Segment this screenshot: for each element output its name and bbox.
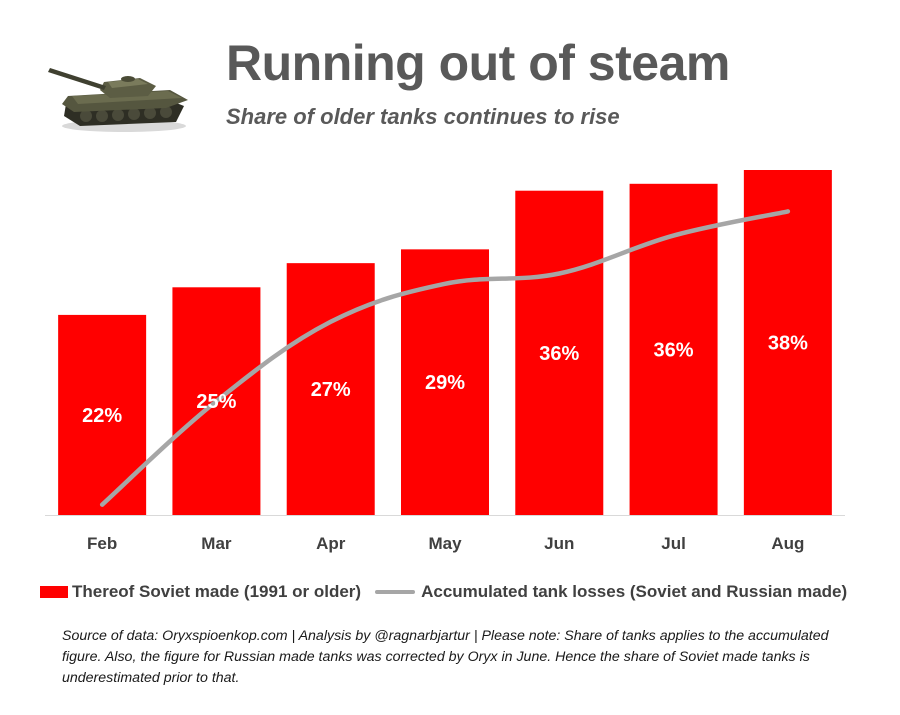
bar — [286, 263, 375, 515]
x-tick-label: Aug — [771, 534, 804, 553]
x-tick-label: Feb — [87, 534, 117, 553]
x-tick-label: Apr — [316, 534, 346, 553]
data-label: 36% — [654, 339, 694, 361]
legend-swatch-line — [375, 590, 416, 594]
legend: Thereof Soviet made (1991 or older) Accu… — [40, 580, 847, 604]
legend-swatch-bar — [40, 586, 68, 598]
data-label: 27% — [311, 379, 351, 401]
series-line-accumulated-losses — [99, 209, 791, 507]
chart-title: Running out of steam — [226, 35, 730, 91]
bar — [515, 190, 604, 515]
bar — [629, 183, 718, 516]
x-tick-label: Jun — [544, 534, 574, 553]
chart-subtitle: Share of older tanks continues to rise — [226, 104, 620, 129]
x-tick-label: Jul — [661, 534, 686, 553]
legend-label-bar: Thereof Soviet made (1991 or older) — [72, 582, 362, 601]
data-label: 36% — [539, 343, 579, 365]
tank-icon — [48, 68, 188, 132]
source-footnote: Source of data: Oryxspioenkop.com | Anal… — [62, 628, 829, 686]
data-label: 22% — [82, 405, 122, 427]
data-label: 25% — [196, 391, 236, 413]
x-tick-label: May — [428, 534, 462, 553]
x-tick-label: Mar — [201, 534, 232, 553]
bar — [401, 249, 489, 515]
bar — [58, 314, 147, 515]
bar — [743, 170, 832, 515]
legend-label-line: Accumulated tank losses (Soviet and Russ… — [421, 582, 848, 601]
data-label: 29% — [425, 372, 465, 394]
data-label: 38% — [768, 333, 808, 355]
